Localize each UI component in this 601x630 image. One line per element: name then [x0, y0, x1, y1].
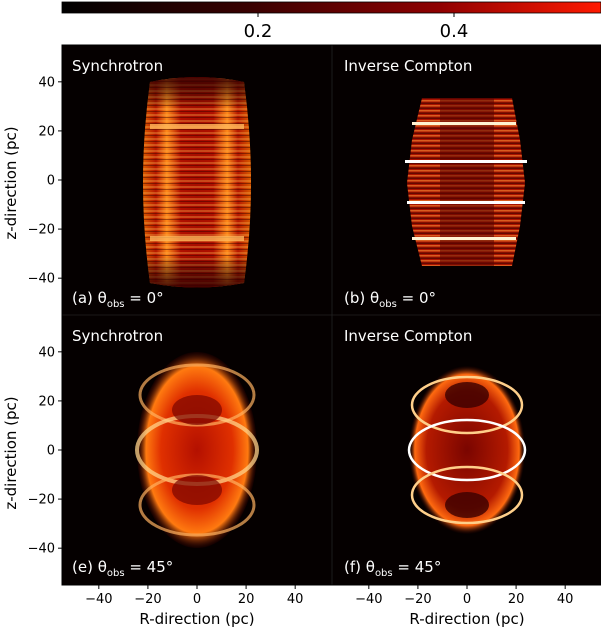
panel-a-annotation-main: (a) θ	[72, 289, 107, 307]
panel-a-endcaps	[143, 77, 251, 288]
panel-b-line-3	[407, 201, 525, 204]
x-tick-label-1-4: 40	[557, 592, 574, 607]
panel-e-inner-bottom	[172, 475, 222, 505]
panel-f-ring-3	[410, 465, 524, 525]
y-tick-label-1-1: −20	[28, 493, 55, 508]
panel-a-image	[143, 77, 251, 288]
panel-b-annotation-main: (b) θ	[344, 289, 379, 307]
panel-a-title: Synchrotron	[72, 57, 163, 75]
y-tick-label-0-4: 40	[38, 75, 55, 90]
panel-a-band-top	[150, 124, 244, 129]
x-tick-label-0-1: −20	[134, 592, 161, 607]
panel-f-inner-top	[445, 382, 489, 408]
panel-e-annotation-main: (e) θ	[72, 558, 107, 576]
x-tick-label-0-2: 0	[193, 592, 201, 607]
panel-f-image	[407, 366, 527, 534]
panel-f-title: Inverse Compton	[344, 327, 472, 345]
panels-frame	[61, 44, 601, 586]
panel-f-annotation-tail: = 45°	[393, 558, 442, 576]
x-axis-label-left: R-direction (pc)	[139, 610, 254, 628]
x-axis-label-right: R-direction (pc)	[409, 610, 524, 628]
x-tick-label-1-0: −40	[355, 592, 382, 607]
colorbar-tick-label-1: 0.4	[440, 21, 469, 42]
panel-b-annotation-tail: = 0°	[397, 289, 436, 307]
x-tick-label-0-0: −40	[85, 592, 112, 607]
colorbar: 0.2 0.4	[61, 1, 601, 42]
x-tick-label-1-3: 20	[508, 592, 525, 607]
panel-b-image	[405, 98, 527, 266]
y-tick-label-0-0: −40	[28, 272, 55, 287]
panel-a-annotation: (a) θobs = 0°	[72, 289, 164, 310]
panel-f-emission	[409, 366, 525, 534]
y-tick-label-0-3: 20	[38, 124, 55, 139]
panel-e-inner-top	[172, 395, 222, 425]
panel-e-title: Synchrotron	[72, 327, 163, 345]
panel-b-annotation-sub: obs	[379, 299, 397, 310]
panel-b-title: Inverse Compton	[344, 57, 472, 75]
panel-e-image	[135, 352, 259, 548]
x-tick-label-0-4: 40	[287, 592, 304, 607]
colorbar-gradient	[61, 1, 601, 14]
panel-f-ring-2	[407, 418, 527, 482]
panels	[61, 44, 601, 586]
panel-f-inner-bottom	[445, 492, 489, 518]
panel-f-annotation-main: (f) θ	[344, 558, 375, 576]
panel-b-line-4	[412, 237, 516, 240]
y-tick-label-0-1: −20	[28, 223, 55, 238]
x-tick-label-1-1: −20	[404, 592, 431, 607]
y-tick-label-1-0: −40	[28, 542, 55, 557]
panel-a-annotation-tail: = 0°	[125, 289, 164, 307]
panel-texts: Synchrotron Inverse Compton Synchrotron …	[72, 57, 472, 579]
y-tick-label-1-4: 40	[38, 345, 55, 360]
panel-b-annotation: (b) θobs = 0°	[344, 289, 436, 310]
panel-b-line-2	[405, 160, 527, 163]
panel-f-annotation: (f) θobs = 45°	[344, 558, 441, 579]
panel-a-annotation-sub: obs	[107, 299, 125, 310]
panel-e-emission	[137, 352, 257, 548]
y-tick-label-1-2: 0	[47, 444, 55, 459]
panel-e-annotation-sub: obs	[107, 568, 125, 579]
panel-e-annotation: (e) θobs = 45°	[72, 558, 173, 579]
panel-a-band-bottom	[150, 236, 244, 241]
colorbar-tick-label-0: 0.2	[244, 21, 273, 42]
panel-b-line-1	[412, 122, 516, 125]
colorbar-ticks: 0.2 0.4	[244, 13, 469, 42]
x-tick-label-1-2: 0	[463, 592, 471, 607]
y-axis-label-top: z-direction (pc)	[2, 126, 20, 239]
y-tick-label-0-2: 0	[47, 174, 55, 189]
panel-f-ring-1	[410, 375, 524, 435]
y-tick-label-1-3: 20	[38, 394, 55, 409]
panel-f-annotation-sub: obs	[375, 568, 393, 579]
panel-e-annotation-tail: = 45°	[125, 558, 174, 576]
y-axis-label-bottom: z-direction (pc)	[2, 396, 20, 509]
axes: −40 −20 0 20 40 −40 −20 0 20 40 −40 −20 0 20 40 −40 −20 0…	[28, 75, 574, 607]
x-tick-label-0-3: 20	[238, 592, 255, 607]
